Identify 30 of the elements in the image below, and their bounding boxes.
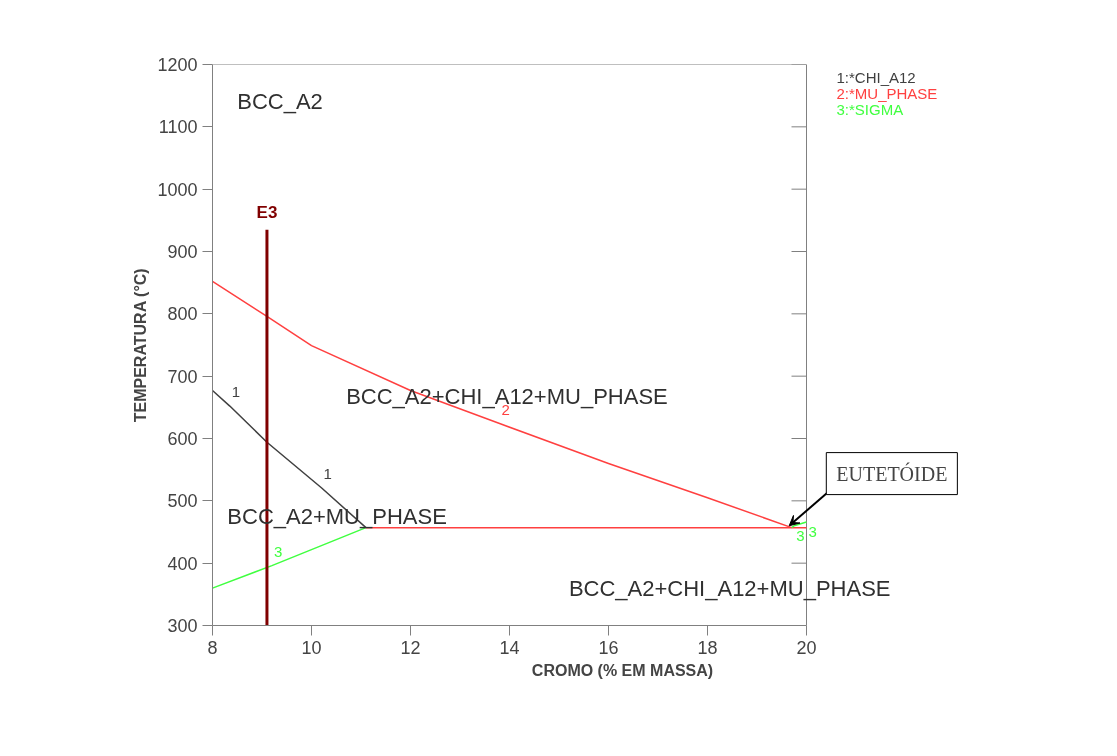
- text: 1:*CHI_A12: [836, 68, 916, 86]
- y-tick-label: 1100: [158, 117, 198, 138]
- y-tick-label: 800: [167, 304, 198, 325]
- x-tick-label: 10: [301, 637, 322, 658]
- x-tick-label: 16: [598, 637, 619, 658]
- annotation: 3: [808, 523, 817, 541]
- annotation: 1: [231, 383, 241, 401]
- annotation: BCC_A2: [237, 89, 323, 115]
- y-tick-label: 500: [167, 491, 198, 512]
- y-tick-label: 700: [167, 366, 198, 387]
- y-tick-label: 600: [167, 429, 198, 449]
- y-axis-title: TEMPERATURA (°C): [132, 268, 150, 423]
- y-tick-label: 1200: [157, 55, 198, 75]
- annotation: EUTETÓIDE: [836, 461, 948, 485]
- x-tick-label: 18: [697, 637, 718, 658]
- y-tick-label: 300: [167, 616, 198, 636]
- x-tick-label: 12: [400, 637, 421, 658]
- annotation: 3: [273, 542, 283, 560]
- text: 3:*SIGMA: [836, 100, 904, 118]
- text: 2:*MU_PHASE: [836, 84, 938, 102]
- x-axis-title: CROMO (% EM MASSA): [531, 661, 714, 679]
- y-tick-label: 1000: [157, 179, 198, 200]
- annotation: 3: [796, 526, 805, 544]
- x-tick-label: 14: [499, 637, 520, 658]
- x-tick-label: 20: [796, 637, 817, 658]
- x-tick-label: 8: [207, 637, 218, 658]
- y-tick-label: 400: [167, 553, 198, 574]
- annotation: 1: [323, 464, 332, 482]
- series-label: E3: [256, 202, 278, 222]
- y-tick-label: 900: [167, 242, 198, 262]
